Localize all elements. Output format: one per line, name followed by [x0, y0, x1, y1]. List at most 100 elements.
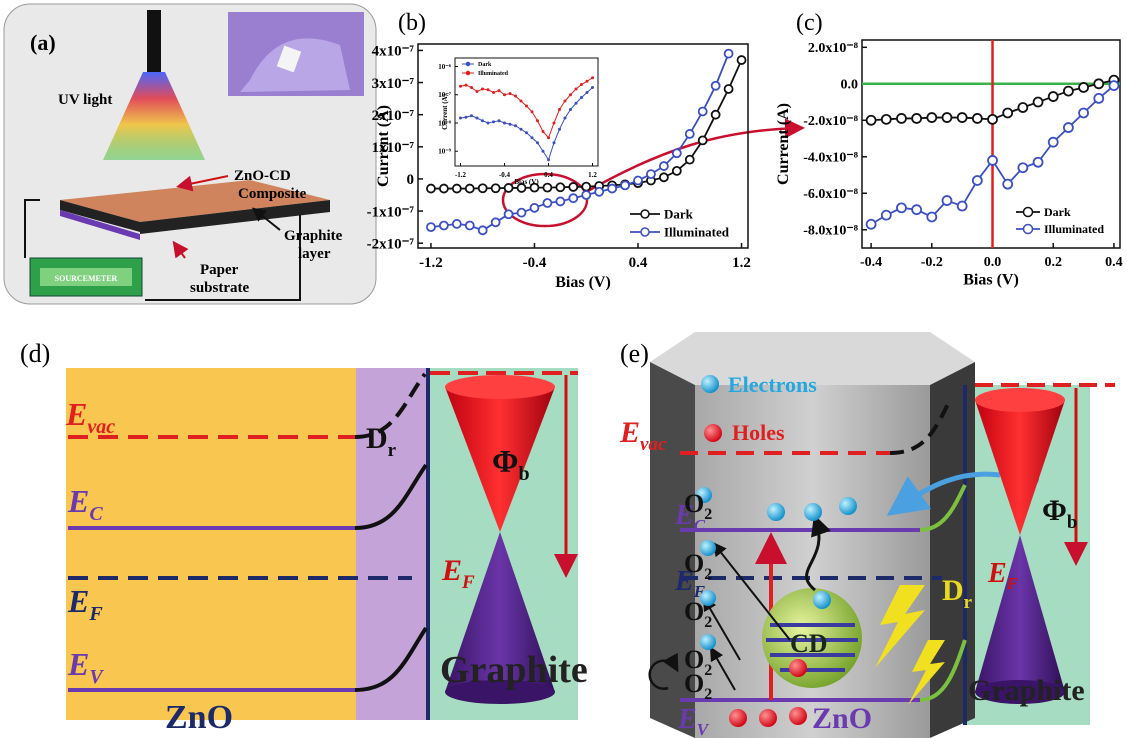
lamp [147, 10, 161, 72]
x-tick-label: 0.4 [629, 255, 648, 271]
data-point [503, 209, 514, 220]
data-point [541, 129, 545, 133]
subscript: 2 [704, 614, 712, 631]
label: Holes [732, 420, 785, 445]
x-tick-label: -0.2 [921, 255, 943, 270]
pointer [176, 175, 229, 192]
sourcemeter-screen [40, 268, 132, 286]
data-point [987, 113, 998, 125]
adsorb-arrow [710, 646, 736, 691]
data-point [426, 222, 436, 233]
data-point [536, 141, 539, 145]
wire [24, 199, 40, 258]
panel-e: (e) Electrons Holes CD ZnO Graphite [620, 332, 1115, 738]
data-point [1078, 107, 1089, 119]
symbol-label: Φb [1042, 494, 1077, 533]
upper-cone [975, 400, 1065, 535]
symbol-label: EV [677, 704, 710, 738]
data-point [486, 88, 490, 92]
plot-frame [861, 39, 1121, 249]
legend-marker [465, 70, 471, 76]
symbol-label: O2 [684, 597, 712, 631]
subscript: F [461, 572, 475, 593]
band-bend [354, 372, 427, 439]
pointer [172, 240, 189, 259]
data-point [1017, 102, 1029, 113]
data-point [1093, 92, 1105, 104]
data-point [671, 165, 682, 176]
data-point [568, 182, 579, 192]
y-axis-label: Current (A) [775, 103, 792, 185]
data-point [492, 120, 495, 124]
subscript: r [964, 592, 973, 613]
x-tick-label: 0.0 [984, 255, 1002, 270]
wire [145, 215, 301, 301]
data-point [470, 86, 473, 90]
data-point [426, 183, 436, 194]
x-tick-label: 0.2 [1044, 255, 1062, 270]
symbol-label: O2 [684, 645, 712, 679]
data-point [542, 182, 553, 193]
legend-marker [640, 227, 650, 237]
y-axis-label: Current (A) [375, 105, 392, 187]
y-tick-label: -2.0x10⁻⁸ [803, 114, 858, 129]
panel-d: (d) ZnO Graphite [20, 339, 588, 736]
data-point [503, 183, 514, 193]
data-point [516, 183, 527, 193]
symbol-label: Φb [492, 443, 530, 485]
data-point [451, 219, 462, 229]
data-point [477, 183, 488, 194]
data-point [438, 183, 449, 194]
symbol-label: EF [67, 583, 103, 625]
data-point [956, 112, 968, 123]
data-point [620, 180, 630, 191]
data-point [736, 55, 747, 65]
pointer [251, 207, 281, 231]
holes [704, 424, 807, 727]
data-point [591, 76, 594, 80]
data-point [1032, 156, 1044, 168]
plot-frame [417, 43, 749, 249]
data-point [1063, 122, 1074, 133]
data-point [580, 95, 583, 99]
data-point [552, 141, 556, 145]
legend-label: Dark [664, 207, 694, 222]
data-point [926, 112, 938, 123]
data-point [633, 175, 643, 186]
data-point [568, 193, 579, 204]
symbol-label: O2 [684, 669, 712, 703]
y-tick-label: 10⁻⁹ [438, 148, 451, 156]
data-point [710, 80, 721, 91]
data-point [475, 90, 479, 94]
panel-label: (a) [30, 30, 56, 55]
data-point [1002, 107, 1014, 119]
data-point [503, 93, 506, 97]
data-point [490, 217, 501, 228]
y-tick-label: 0 [407, 172, 415, 188]
data-point [671, 148, 682, 159]
data-point [558, 127, 561, 131]
symbol: E [619, 416, 640, 449]
adsorb-arrow [702, 596, 741, 661]
legend-marker [640, 209, 650, 219]
data-point [581, 181, 592, 192]
symbol: E [67, 646, 89, 682]
symbol: E [674, 500, 694, 531]
data-point [926, 211, 938, 223]
data-point [911, 204, 923, 216]
label: substrate [190, 280, 250, 296]
symbol: O [684, 549, 704, 578]
symbol-label: EC [67, 483, 103, 525]
data-point [569, 108, 572, 112]
symbol: O [684, 669, 704, 698]
data-point [529, 182, 540, 193]
data-point [658, 161, 669, 171]
cycle-arrow [648, 652, 679, 690]
label: ZnO [812, 702, 872, 735]
symbol: E [441, 554, 462, 587]
data-point [1078, 82, 1089, 93]
data-point [563, 99, 567, 103]
light-bolt [908, 640, 945, 705]
x-tick-label: 0.4 [1105, 255, 1123, 270]
y-tick-label: 0.0 [841, 78, 859, 93]
